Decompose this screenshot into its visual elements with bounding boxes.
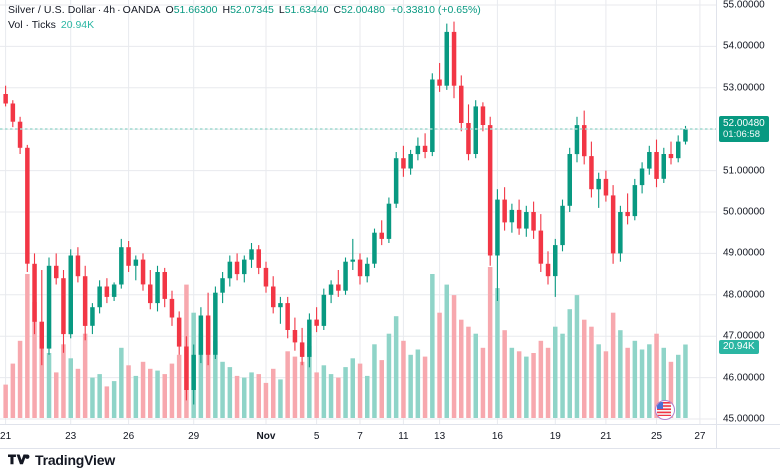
time-tick: 21 bbox=[600, 431, 612, 442]
time-tick: 26 bbox=[123, 431, 135, 442]
volume-badge[interactable]: 20.94K bbox=[719, 339, 759, 354]
tradingview-wordmark: TradingView bbox=[35, 452, 116, 468]
time-scale[interactable]: 21 23 26 29 Nov 5 7 11 13 16 19 21 25 27 bbox=[0, 424, 716, 449]
time-tick: 21 bbox=[0, 431, 12, 442]
price-scale[interactable]: 55.00000 54.00000 53.00000 51.00000 50.00000… bbox=[716, 0, 780, 425]
time-tick: 19 bbox=[549, 431, 561, 442]
price-tick: 50.00000 bbox=[723, 206, 765, 218]
current-price-badge[interactable]: 52.00480 01:06:58 bbox=[719, 116, 769, 142]
price-tick: 54.00000 bbox=[723, 40, 765, 52]
time-tick: 7 bbox=[357, 431, 363, 442]
price-tick: 51.00000 bbox=[723, 165, 765, 177]
price-tick: 49.00000 bbox=[723, 247, 765, 259]
time-scale-right-corner[interactable] bbox=[716, 424, 780, 449]
time-tick: 11 bbox=[398, 431, 409, 442]
price-tick: 55.00000 bbox=[723, 0, 765, 11]
tradingview-logo[interactable]: TradingView bbox=[8, 453, 115, 467]
time-tick: 13 bbox=[434, 431, 446, 442]
price-tick: 48.00000 bbox=[723, 289, 765, 301]
time-tick: 25 bbox=[650, 431, 663, 442]
economic-event-flag-icon[interactable] bbox=[654, 400, 675, 420]
price-tick: 53.00000 bbox=[723, 82, 765, 94]
time-tick: 27 bbox=[694, 431, 706, 442]
time-tick: 16 bbox=[491, 431, 503, 442]
candlestick-series bbox=[0, 21, 716, 418]
bar-countdown: 01:06:58 bbox=[723, 129, 760, 140]
us-flag-icon bbox=[656, 402, 671, 416]
time-tick: 23 bbox=[65, 431, 77, 442]
price-tick: 45.00000 bbox=[723, 413, 765, 425]
price-tick: 47.00000 bbox=[723, 330, 765, 342]
current-price-value: 52.00480 bbox=[723, 118, 765, 129]
bottom-bar: TradingView bbox=[0, 448, 780, 471]
time-tick: Nov bbox=[256, 431, 276, 442]
chart-plot-area[interactable] bbox=[0, 0, 716, 424]
time-tick: 5 bbox=[313, 431, 320, 442]
tradingview-mark-icon bbox=[8, 454, 30, 465]
price-tick: 46.00000 bbox=[723, 372, 765, 384]
time-tick: 29 bbox=[188, 431, 200, 442]
